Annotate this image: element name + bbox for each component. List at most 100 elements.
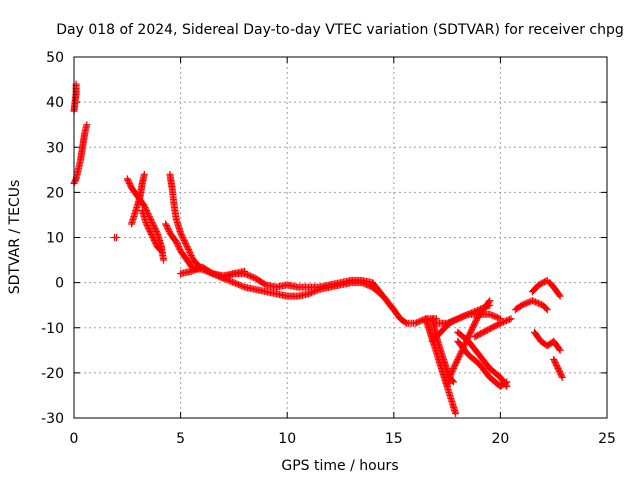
data-point xyxy=(458,313,466,321)
x-tick-label: 20 xyxy=(491,431,509,447)
data-point xyxy=(542,277,550,285)
y-tick-label: -30 xyxy=(41,411,64,427)
data-point xyxy=(452,315,460,323)
data-point xyxy=(180,237,188,245)
data-point xyxy=(174,241,182,249)
data-point xyxy=(555,366,563,374)
data-point xyxy=(187,250,195,258)
data-point xyxy=(495,314,503,322)
data-point xyxy=(241,267,249,275)
data-point xyxy=(528,297,536,305)
y-tick-label: 50 xyxy=(46,50,64,66)
data-point xyxy=(555,291,563,299)
data-point xyxy=(558,373,566,381)
data-point xyxy=(469,308,477,316)
y-tick-label: 10 xyxy=(46,231,64,247)
series-t18 xyxy=(511,297,551,314)
data-point xyxy=(145,226,153,234)
data-point xyxy=(173,240,181,248)
data-point xyxy=(228,278,236,286)
data-point xyxy=(157,247,165,255)
data-point xyxy=(228,270,236,278)
data-point xyxy=(487,311,495,319)
data-point xyxy=(164,224,172,232)
data-point xyxy=(472,318,480,326)
series-t21 xyxy=(531,328,564,354)
data-point xyxy=(144,223,152,231)
data-point xyxy=(145,224,153,232)
data-point xyxy=(498,319,506,327)
data-point xyxy=(553,361,561,369)
data-point xyxy=(469,322,477,330)
series-t16 xyxy=(454,328,511,390)
data-point xyxy=(142,220,150,228)
data-point xyxy=(486,310,494,318)
data-point xyxy=(219,274,227,282)
data-point xyxy=(182,240,190,248)
data-point xyxy=(489,312,497,320)
y-tick-label: -10 xyxy=(41,321,64,337)
x-tick-label: 10 xyxy=(278,431,296,447)
series-t6 xyxy=(138,206,165,255)
data-point xyxy=(227,277,235,285)
data-point xyxy=(125,179,133,187)
data-point xyxy=(192,265,200,273)
data-point xyxy=(231,279,239,287)
series-t19 xyxy=(528,276,551,296)
data-point xyxy=(148,232,156,240)
data-point xyxy=(150,235,158,243)
data-point xyxy=(550,357,558,365)
data-point xyxy=(531,298,539,306)
data-point xyxy=(455,314,463,322)
data-point xyxy=(186,249,194,257)
data-point xyxy=(556,346,564,354)
data-point xyxy=(175,244,183,252)
y-tick-label: 0 xyxy=(55,276,64,292)
series-t14 xyxy=(443,297,494,390)
data-point xyxy=(147,230,155,238)
data-point xyxy=(551,358,559,366)
data-point xyxy=(454,355,462,363)
data-point xyxy=(177,229,185,237)
data-point xyxy=(125,178,133,186)
data-point xyxy=(162,220,170,228)
data-point xyxy=(179,234,187,241)
data-point xyxy=(485,298,493,306)
data-point xyxy=(140,202,148,210)
data-point xyxy=(181,238,189,246)
data-point xyxy=(142,205,150,213)
data-point xyxy=(152,240,160,248)
data-point xyxy=(506,315,514,323)
data-point xyxy=(553,363,561,371)
x-tick-labels: 0 5 10 15 20 25 xyxy=(70,431,616,447)
data-point xyxy=(495,320,503,328)
data-point xyxy=(305,290,313,298)
data-point xyxy=(165,226,173,234)
data-point xyxy=(184,244,192,252)
data-point xyxy=(470,321,478,329)
data-point xyxy=(469,324,477,332)
data-point xyxy=(236,281,244,289)
data-point xyxy=(177,230,185,238)
data-point xyxy=(457,313,465,321)
data-point xyxy=(209,270,217,278)
data-point xyxy=(456,351,464,359)
data-point xyxy=(150,221,158,229)
data-point xyxy=(239,282,247,290)
data-point xyxy=(149,234,157,241)
data-point xyxy=(163,223,171,231)
series-t5 xyxy=(128,170,148,228)
data-point xyxy=(174,243,182,251)
data-point xyxy=(123,175,131,183)
data-point xyxy=(556,369,564,377)
y-tick-label: 30 xyxy=(46,140,64,156)
data-point xyxy=(463,311,471,319)
data-point xyxy=(461,312,469,320)
series-t1 xyxy=(70,121,91,187)
data-point xyxy=(558,372,566,380)
data-point xyxy=(466,330,474,338)
data-point xyxy=(179,235,187,243)
chart-title: Day 018 of 2024, Sidereal Day-to-day VTE… xyxy=(56,22,624,38)
data-point xyxy=(172,238,180,246)
